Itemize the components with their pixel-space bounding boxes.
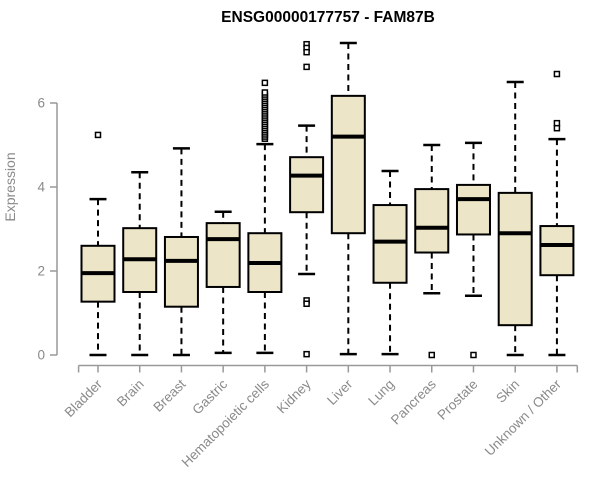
box-prostate [455, 141, 491, 359]
box-brain [122, 171, 158, 357]
y-tick-label: 2 [37, 264, 45, 279]
box-rect [414, 188, 450, 254]
outlier-point [94, 131, 102, 139]
boxes-layer [80, 40, 575, 359]
box-bladder [80, 131, 116, 357]
outlier-point [303, 300, 310, 308]
box-kidney [289, 40, 325, 358]
y-tick-label: 0 [37, 348, 45, 363]
y-axis-label: Expression [2, 152, 18, 221]
outlier-point [470, 351, 477, 359]
box-breast [163, 147, 199, 357]
x-tick-label-bladder: Bladder [62, 376, 106, 420]
box-pancreas [414, 143, 450, 359]
y-tick-label: 6 [37, 96, 45, 111]
outlier-point [261, 89, 269, 96]
x-tick-label-prostate: Prostate [434, 377, 480, 423]
chart-title: ENSG00000177757 - FAM87B [221, 9, 435, 26]
box-rect [455, 183, 491, 236]
box-lung [372, 169, 408, 356]
x-tick-label-gastric: Gastric [189, 376, 230, 417]
box-rect [497, 191, 533, 327]
box-rect [539, 225, 575, 277]
box-unknown-other [539, 70, 575, 357]
box-rect [205, 222, 241, 288]
outlier-point [553, 124, 561, 132]
x-tick-label-lung: Lung [365, 377, 397, 409]
outlier-point [303, 350, 310, 358]
outlier-point [261, 79, 269, 87]
box-rect [372, 204, 408, 284]
box-skin [497, 80, 533, 357]
box-hematopoietic-cells [247, 79, 283, 355]
box-gastric [205, 210, 241, 355]
x-tick-label-unknown-other: Unknown / Other [482, 376, 565, 459]
outlier-point [428, 351, 436, 359]
box-rect [163, 235, 199, 308]
x-tick-label-skin: Skin [493, 377, 522, 406]
outlier-point [303, 48, 310, 56]
outlier-point [553, 70, 561, 78]
box-liver [330, 41, 366, 356]
outlier-point [303, 63, 310, 71]
x-tick-label-breast: Breast [150, 376, 188, 414]
x-tick-label-brain: Brain [114, 377, 147, 410]
outlier-point [553, 119, 561, 127]
x-tick-label-kidney: Kidney [274, 376, 314, 416]
x-tick-label-liver: Liver [324, 376, 356, 408]
y-tick-label: 4 [37, 180, 45, 195]
box-rect [289, 156, 325, 214]
x-tick-label-pancreas: Pancreas [388, 376, 439, 427]
box-rect [330, 94, 366, 235]
